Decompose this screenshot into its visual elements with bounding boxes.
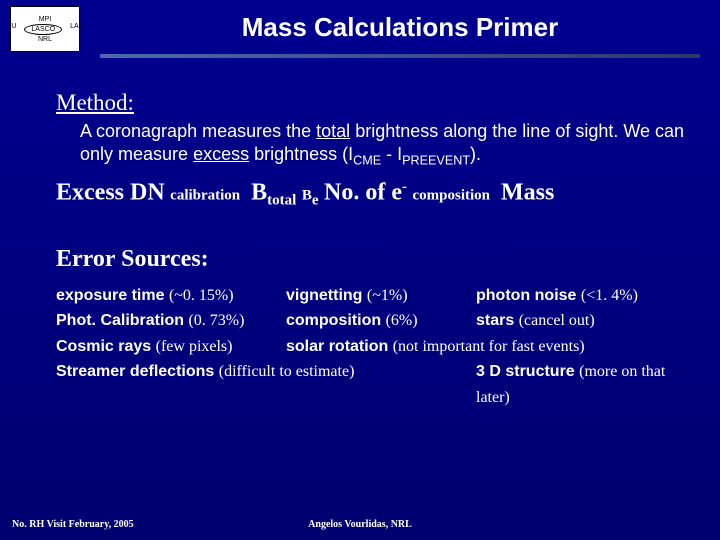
- err-composition-label: composition: [286, 312, 381, 329]
- errors-heading: Error Sources:: [56, 246, 700, 273]
- formula-btotal-sub: total: [267, 193, 296, 209]
- err-vignetting-val: (~1%): [367, 287, 408, 304]
- errors-grid: exposure time (~0. 15%) vignetting (~1%)…: [56, 283, 700, 411]
- title-rule: [100, 54, 700, 58]
- err-streamer-label: Streamer deflections: [56, 363, 214, 380]
- method-excess-word: excess: [193, 144, 249, 164]
- formula-calib: calibration: [170, 187, 240, 203]
- logo-right: LAS: [70, 23, 83, 36]
- method-text-a: A coronagraph measures the: [80, 121, 316, 141]
- method-text-e: ).: [470, 144, 481, 164]
- method-total-word: total: [316, 121, 350, 141]
- method-heading: Method:: [56, 90, 700, 116]
- formula-excess: Excess DN: [56, 179, 165, 205]
- method-sub-pre: PREEVENT: [402, 153, 470, 167]
- errors-row-2: Phot. Calibration (0. 73%) composition (…: [56, 308, 700, 334]
- err-photon-val: (<1. 4%): [581, 287, 638, 304]
- err-cosmic-val: (few pixels): [156, 338, 233, 355]
- err-3d-label: 3 D structure: [476, 363, 575, 380]
- errors-row-4: Streamer deflections (difficult to estim…: [56, 359, 700, 410]
- errors-row-1: exposure time (~0. 15%) vignetting (~1%)…: [56, 283, 700, 309]
- method-text-d: - I: [381, 144, 402, 164]
- page-title: Mass Calculations Primer: [100, 12, 700, 43]
- logo-top: MPI: [39, 16, 51, 23]
- err-rotation-val: (not important for fast events): [393, 338, 585, 355]
- err-rotation-label: solar rotation: [286, 338, 388, 355]
- err-composition-val: (6%): [386, 312, 418, 329]
- err-vignetting-label: vignetting: [286, 287, 362, 304]
- logo-left: BU: [7, 23, 17, 36]
- formula-minus-sup: -: [402, 179, 407, 195]
- formula-be-sub: e: [312, 193, 319, 209]
- err-photcalib-label: Phot. Calibration: [56, 312, 184, 329]
- err-stars-val: (cancel out): [519, 312, 595, 329]
- formula-btotal: B: [251, 179, 267, 205]
- err-exposure-val: (~0. 15%): [169, 287, 234, 304]
- logo-bottom: NRL: [38, 36, 52, 43]
- err-photcalib-val: (0. 73%): [188, 312, 244, 329]
- formula-noe: No. of e: [324, 179, 402, 205]
- method-text-c: brightness (I: [249, 144, 353, 164]
- err-exposure-label: exposure time: [56, 287, 164, 304]
- formula-line: Excess DN calibration Btotal Be No. of e…: [56, 179, 700, 210]
- footer-center: Angelos Vourlidas, NRL: [0, 519, 720, 530]
- err-cosmic-label: Cosmic rays: [56, 338, 151, 355]
- formula-be: B: [302, 187, 312, 203]
- formula-mass: Mass: [501, 179, 554, 205]
- err-photon-label: photon noise: [476, 287, 576, 304]
- logo-badge: MPI BU LASCO LAS NRL: [10, 6, 80, 52]
- content-area: Method: A coronagraph measures the total…: [56, 90, 700, 411]
- logo-center: LASCO: [24, 24, 62, 35]
- errors-row-3: Cosmic rays (few pixels) solar rotation …: [56, 334, 700, 360]
- err-streamer-val: (difficult to estimate): [219, 363, 355, 380]
- formula-comp: composition: [413, 187, 491, 203]
- err-stars-label: stars: [476, 312, 514, 329]
- method-sub-cme: CME: [353, 153, 381, 167]
- method-paragraph: A coronagraph measures the total brightn…: [80, 120, 700, 169]
